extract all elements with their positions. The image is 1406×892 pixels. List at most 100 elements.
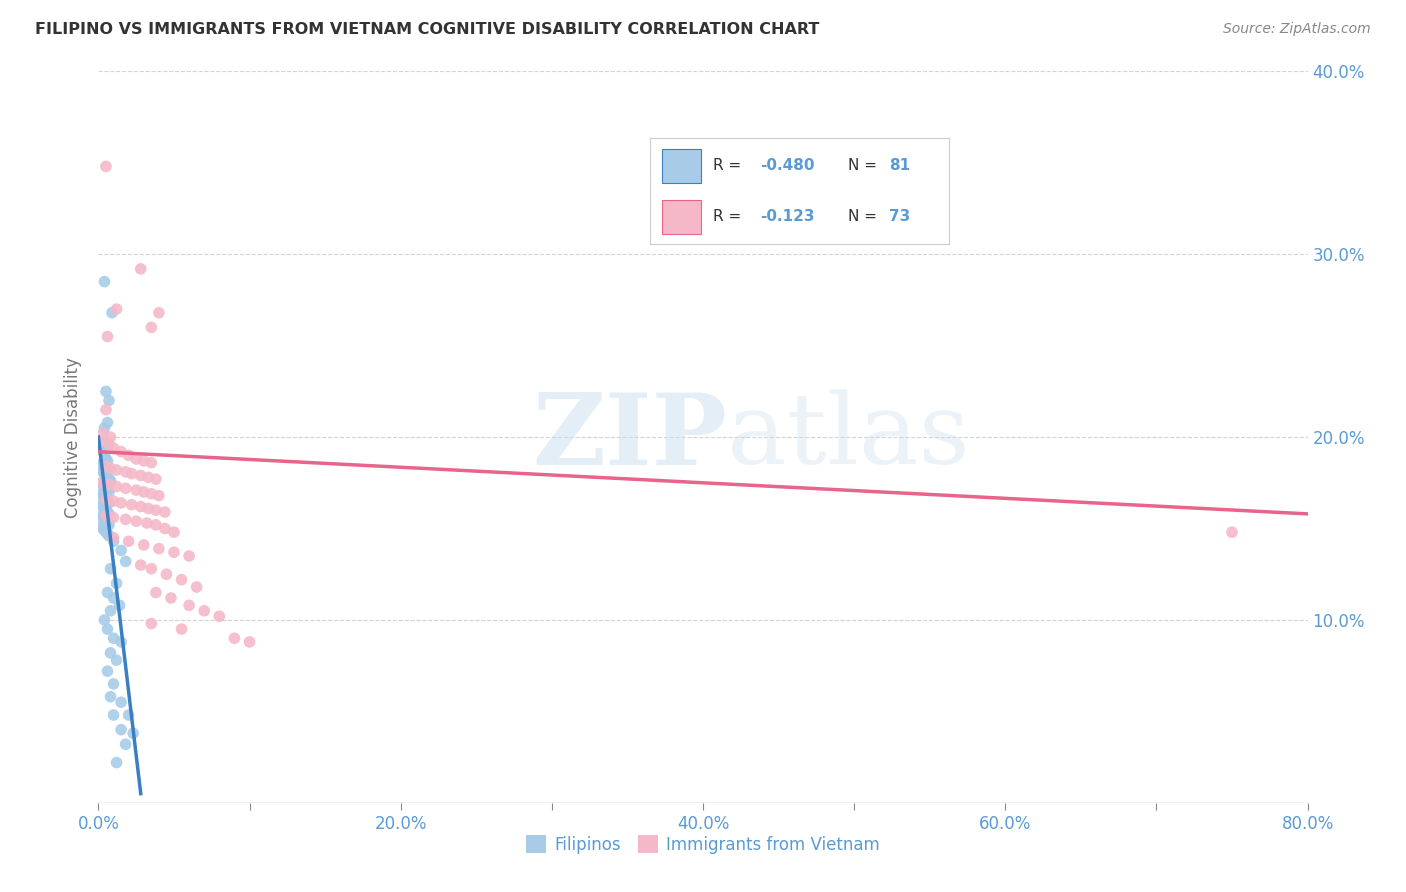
- Point: [105, 463, 128, 477]
- Point: [110, 723, 132, 737]
- Point: [160, 591, 183, 605]
- Point: [105, 653, 128, 667]
- Point: [145, 503, 167, 517]
- Point: [94, 492, 117, 507]
- Point: [93, 479, 115, 493]
- Text: ZIP: ZIP: [533, 389, 727, 485]
- Text: 73: 73: [890, 209, 911, 224]
- Point: [94, 503, 117, 517]
- Point: [98, 529, 121, 543]
- Point: [93, 491, 115, 505]
- Point: [108, 599, 131, 613]
- Point: [96, 494, 118, 508]
- Point: [96, 585, 118, 599]
- Point: [105, 576, 128, 591]
- Point: [94, 492, 117, 507]
- Point: [96, 454, 118, 468]
- Text: Source: ZipAtlas.com: Source: ZipAtlas.com: [1223, 22, 1371, 37]
- Text: 81: 81: [890, 158, 911, 172]
- Point: [103, 708, 125, 723]
- Point: [208, 609, 231, 624]
- Point: [90, 519, 112, 533]
- Point: [98, 507, 121, 521]
- Point: [93, 448, 115, 462]
- Y-axis label: Cognitive Disability: Cognitive Disability: [65, 357, 83, 517]
- Point: [96, 516, 118, 530]
- Point: [90, 487, 112, 501]
- Point: [93, 613, 115, 627]
- Point: [91, 434, 114, 448]
- Point: [91, 510, 114, 524]
- Point: [93, 437, 115, 451]
- Point: [93, 421, 115, 435]
- Point: [93, 501, 115, 516]
- Text: N =: N =: [848, 158, 882, 172]
- Point: [94, 439, 117, 453]
- Point: [132, 538, 155, 552]
- Point: [141, 487, 163, 501]
- Text: atlas: atlas: [727, 389, 970, 485]
- Point: [148, 306, 170, 320]
- Point: [103, 534, 125, 549]
- Point: [91, 477, 114, 491]
- Point: [118, 534, 141, 549]
- Point: [129, 500, 152, 514]
- Point: [136, 501, 159, 516]
- Point: [93, 512, 115, 526]
- Point: [94, 525, 117, 540]
- Point: [94, 452, 117, 467]
- Point: [193, 604, 215, 618]
- FancyBboxPatch shape: [662, 200, 700, 234]
- Point: [121, 467, 143, 481]
- Point: [100, 604, 122, 618]
- Point: [96, 483, 118, 497]
- Point: [93, 434, 115, 448]
- Point: [132, 454, 155, 468]
- Point: [125, 452, 148, 467]
- Point: [100, 474, 122, 488]
- Text: -0.123: -0.123: [761, 209, 815, 224]
- Point: [93, 275, 115, 289]
- Point: [129, 468, 152, 483]
- Point: [91, 475, 114, 490]
- Point: [110, 635, 132, 649]
- Point: [94, 402, 117, 417]
- Point: [145, 472, 167, 486]
- Point: [148, 489, 170, 503]
- Point: [132, 485, 155, 500]
- Point: [114, 737, 136, 751]
- Point: [93, 467, 115, 481]
- Point: [96, 461, 118, 475]
- Point: [136, 470, 159, 484]
- Point: [121, 498, 143, 512]
- Point: [94, 459, 117, 474]
- Text: -0.480: -0.480: [761, 158, 815, 172]
- Point: [103, 591, 125, 605]
- Point: [98, 517, 121, 532]
- Point: [98, 496, 121, 510]
- Point: [94, 508, 117, 523]
- Point: [141, 562, 163, 576]
- Point: [125, 514, 148, 528]
- Point: [94, 514, 117, 528]
- Point: [135, 516, 157, 530]
- Point: [100, 562, 122, 576]
- Point: [129, 261, 152, 276]
- Point: [96, 505, 118, 519]
- Point: [153, 505, 176, 519]
- Point: [141, 616, 163, 631]
- Point: [96, 441, 118, 455]
- Point: [91, 489, 114, 503]
- Point: [93, 458, 115, 472]
- Point: [179, 599, 201, 613]
- Point: [94, 459, 117, 474]
- Point: [100, 646, 122, 660]
- Point: [170, 622, 193, 636]
- FancyBboxPatch shape: [662, 149, 700, 183]
- Point: [96, 329, 118, 343]
- Point: [98, 477, 121, 491]
- Point: [114, 512, 136, 526]
- Point: [114, 554, 136, 568]
- Point: [91, 426, 114, 441]
- Point: [96, 664, 118, 678]
